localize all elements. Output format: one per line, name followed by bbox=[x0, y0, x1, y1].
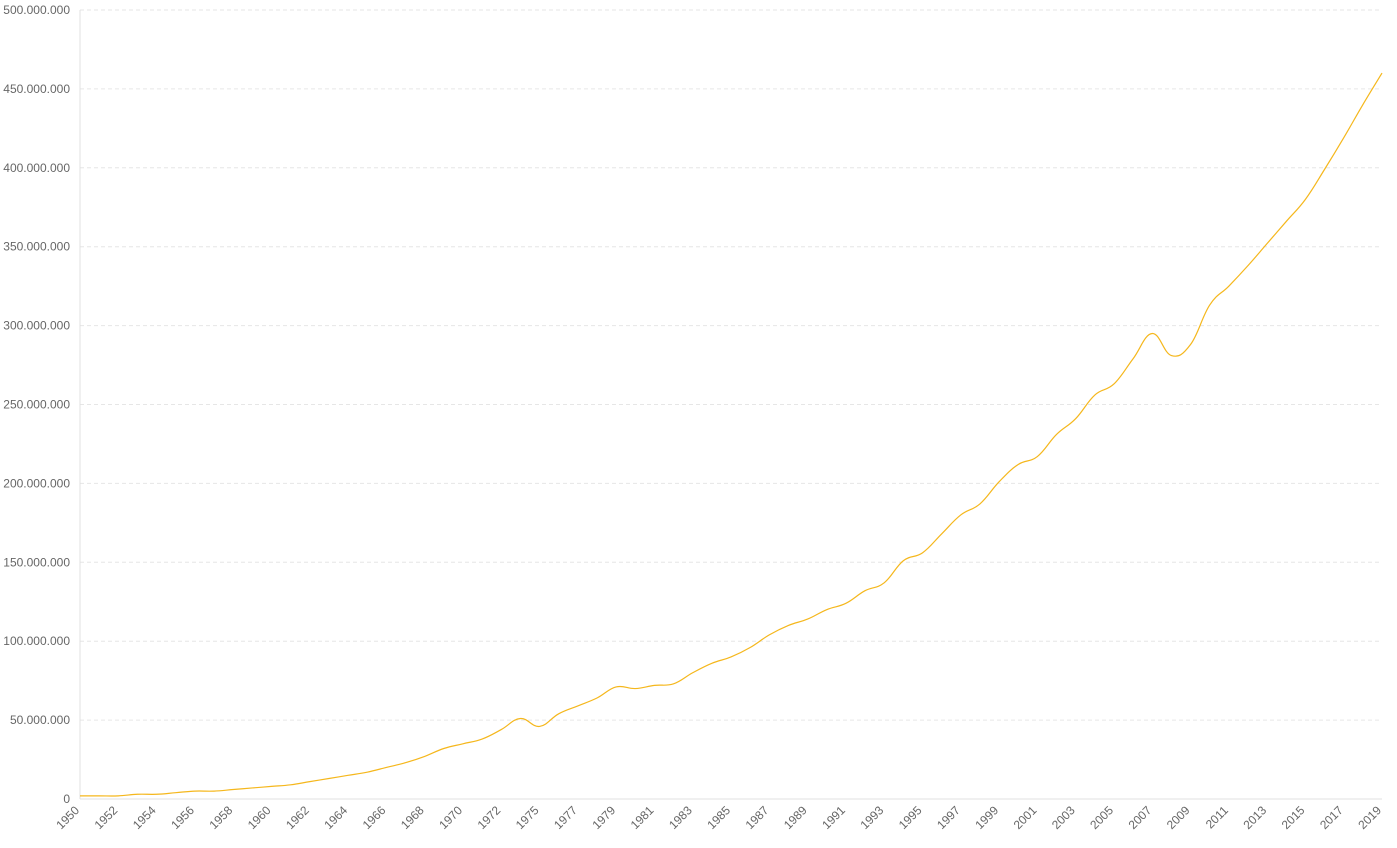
x-tick-label: 2009 bbox=[1164, 803, 1193, 832]
x-tick-label: 2005 bbox=[1087, 803, 1116, 832]
x-tick-label: 2017 bbox=[1317, 803, 1346, 832]
x-tick-label: 1954 bbox=[130, 803, 159, 832]
x-tick-label: 1977 bbox=[551, 803, 580, 832]
x-tick-label: 1972 bbox=[475, 803, 504, 832]
y-tick-label: 0 bbox=[63, 792, 70, 806]
x-tick-label: 1997 bbox=[934, 803, 963, 832]
x-tick-label: 2019 bbox=[1355, 803, 1384, 832]
x-tick-label: 2003 bbox=[1049, 803, 1078, 832]
x-tick-label: 1991 bbox=[819, 803, 848, 832]
y-tick-label: 200.000.000 bbox=[3, 476, 70, 490]
x-tick-label: 2011 bbox=[1203, 803, 1231, 831]
y-tick-label: 50.000.000 bbox=[10, 713, 70, 727]
x-tick-label: 1981 bbox=[628, 803, 657, 832]
x-tick-label: 1993 bbox=[858, 803, 887, 832]
x-tick-label: 1968 bbox=[398, 803, 427, 832]
y-tick-label: 300.000.000 bbox=[3, 319, 70, 333]
y-tick-label: 100.000.000 bbox=[3, 634, 70, 648]
x-tick-label: 2001 bbox=[1011, 803, 1040, 832]
x-tick-label: 1970 bbox=[436, 803, 465, 832]
x-tick-label: 1985 bbox=[704, 803, 733, 832]
x-tick-label: 2007 bbox=[1126, 803, 1155, 832]
x-tick-label: 1975 bbox=[513, 803, 542, 832]
y-tick-label: 450.000.000 bbox=[3, 82, 70, 96]
x-tick-label: 1979 bbox=[589, 803, 618, 832]
x-tick-label: 2013 bbox=[1240, 803, 1269, 832]
x-tick-label: 1958 bbox=[207, 803, 236, 832]
x-tick-label: 1960 bbox=[245, 803, 274, 832]
x-tick-label: 1962 bbox=[283, 803, 312, 832]
x-tick-label: 1952 bbox=[92, 803, 121, 832]
y-tick-label: 400.000.000 bbox=[3, 161, 70, 175]
x-tick-label: 1987 bbox=[743, 803, 772, 832]
x-tick-label: 1995 bbox=[896, 803, 925, 832]
x-tick-label: 1999 bbox=[972, 803, 1001, 832]
x-tick-label: 1966 bbox=[360, 803, 389, 832]
x-tick-label: 2015 bbox=[1279, 803, 1308, 832]
x-tick-label: 1956 bbox=[168, 803, 197, 832]
x-tick-label: 1983 bbox=[666, 803, 695, 832]
y-tick-label: 500.000.000 bbox=[3, 3, 70, 17]
x-tick-label: 1950 bbox=[53, 803, 82, 832]
data-line bbox=[80, 72, 1383, 797]
x-tick-label: 1989 bbox=[781, 803, 810, 832]
y-tick-label: 150.000.000 bbox=[3, 555, 70, 569]
y-tick-label: 250.000.000 bbox=[3, 398, 70, 412]
x-tick-label: 1964 bbox=[321, 803, 350, 832]
y-tick-label: 350.000.000 bbox=[3, 240, 70, 254]
